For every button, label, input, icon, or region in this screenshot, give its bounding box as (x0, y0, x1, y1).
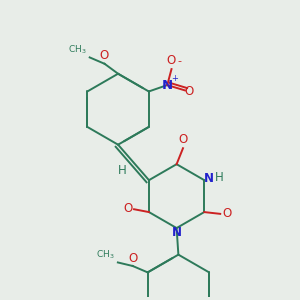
Text: -: - (177, 56, 181, 66)
Text: +: + (172, 74, 178, 83)
Text: CH$_3$: CH$_3$ (96, 249, 114, 261)
Text: H: H (118, 164, 127, 177)
Text: O: O (222, 207, 231, 220)
Text: N: N (203, 172, 214, 185)
Text: O: O (178, 134, 188, 146)
Text: N: N (172, 226, 182, 239)
Text: O: O (123, 202, 132, 215)
Text: H: H (215, 171, 224, 184)
Text: N: N (162, 79, 173, 92)
Text: O: O (128, 252, 137, 265)
Text: O: O (184, 85, 194, 98)
Text: CH$_3$: CH$_3$ (68, 44, 87, 56)
Text: O: O (99, 50, 108, 62)
Text: O: O (167, 54, 176, 67)
